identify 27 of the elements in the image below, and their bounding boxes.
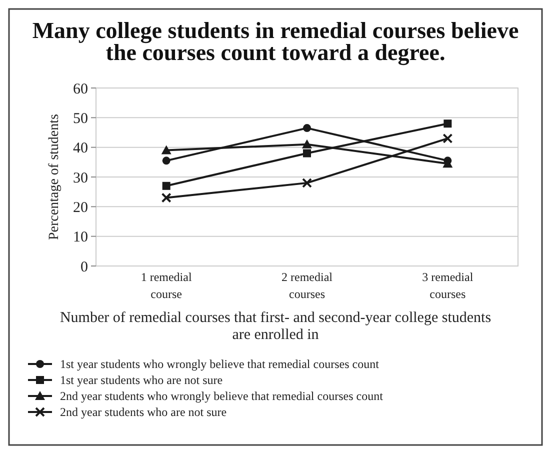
y-tick-label: 30 bbox=[73, 170, 88, 186]
legend-label: 1st year students who are not sure bbox=[60, 373, 223, 388]
y-tick-label: 50 bbox=[73, 110, 88, 127]
chart-title: Many college students in remedial courses believe the courses count toward a degree. bbox=[32, 18, 519, 66]
x-axis-title: Number of remedial courses that first- and second-year college students are enrolled in bbox=[60, 310, 492, 343]
y-axis-title: Percentage of students bbox=[47, 114, 62, 240]
point bbox=[444, 120, 452, 128]
y-tick-label: 40 bbox=[73, 140, 88, 157]
point bbox=[442, 133, 453, 144]
point bbox=[303, 149, 311, 158]
x-tick-label: 2 remedial courses bbox=[282, 270, 334, 301]
point bbox=[303, 124, 311, 132]
legend-label: 2nd year students who are not sure bbox=[60, 405, 227, 420]
legend-label: 2nd year students who wrongly believe that remedial courses count bbox=[60, 389, 384, 404]
point bbox=[162, 156, 170, 165]
x-tick-label: 3 remedial courses bbox=[422, 270, 474, 301]
legend-label: 1st year students who wrongly believe that remedial courses count bbox=[60, 357, 380, 372]
point bbox=[162, 182, 170, 190]
y-tick-label: 20 bbox=[73, 200, 88, 216]
x-tick-label: 1 remedial course bbox=[140, 270, 192, 301]
point bbox=[302, 178, 312, 188]
y-tick-label: 10 bbox=[73, 230, 88, 246]
point bbox=[161, 192, 172, 203]
y-tick-label: 0 bbox=[80, 259, 88, 276]
y-tick-label: 60 bbox=[73, 81, 88, 98]
point bbox=[302, 139, 312, 148]
point bbox=[161, 145, 172, 154]
